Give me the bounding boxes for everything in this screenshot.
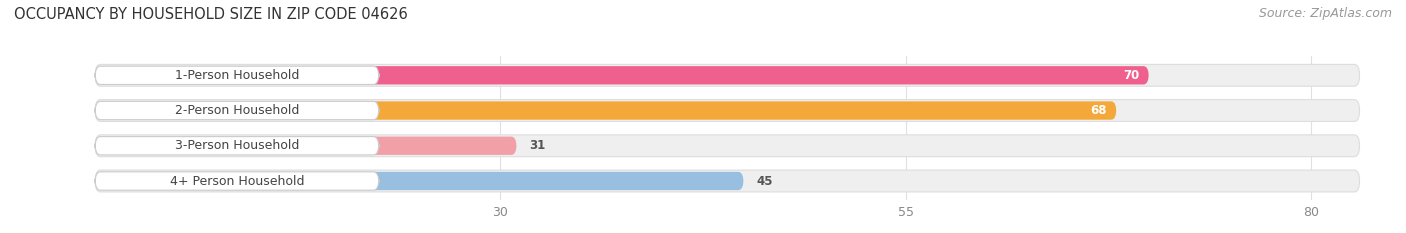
FancyBboxPatch shape [96, 101, 1116, 120]
Text: 68: 68 [1090, 104, 1107, 117]
FancyBboxPatch shape [96, 137, 378, 155]
Text: Source: ZipAtlas.com: Source: ZipAtlas.com [1258, 7, 1392, 20]
Text: OCCUPANCY BY HOUSEHOLD SIZE IN ZIP CODE 04626: OCCUPANCY BY HOUSEHOLD SIZE IN ZIP CODE … [14, 7, 408, 22]
FancyBboxPatch shape [96, 101, 378, 120]
FancyBboxPatch shape [96, 172, 378, 190]
Text: 45: 45 [756, 175, 773, 188]
FancyBboxPatch shape [96, 64, 1360, 86]
Text: 2-Person Household: 2-Person Household [174, 104, 299, 117]
FancyBboxPatch shape [96, 66, 378, 84]
Text: 70: 70 [1123, 69, 1139, 82]
Text: 4+ Person Household: 4+ Person Household [170, 175, 304, 188]
Text: 31: 31 [530, 139, 546, 152]
Text: 1-Person Household: 1-Person Household [174, 69, 299, 82]
FancyBboxPatch shape [96, 135, 1360, 157]
FancyBboxPatch shape [96, 170, 1360, 192]
Text: 3-Person Household: 3-Person Household [174, 139, 299, 152]
FancyBboxPatch shape [96, 100, 1360, 121]
FancyBboxPatch shape [96, 137, 516, 155]
FancyBboxPatch shape [96, 172, 744, 190]
FancyBboxPatch shape [96, 66, 1149, 84]
